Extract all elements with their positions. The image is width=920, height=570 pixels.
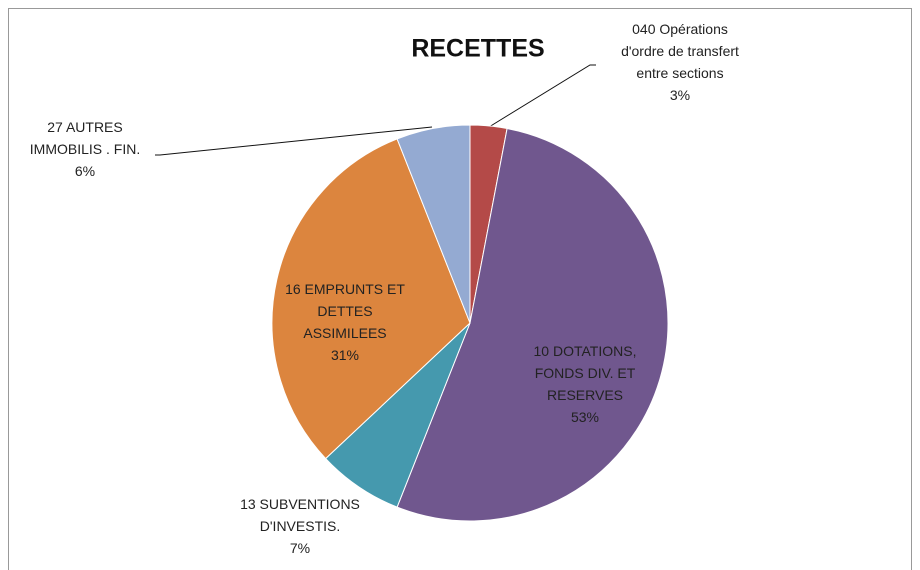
category-label: 13 SUBVENTIONS D'INVESTIS. xyxy=(240,496,360,534)
pie-slice xyxy=(271,138,471,460)
value-label: 7% xyxy=(289,540,311,556)
slice-label: 13 SUBVENTIONS D'INVESTIS. 7% xyxy=(235,493,365,559)
category-label: 16 EMPRUNTS ET DETTES ASSIMILEES xyxy=(285,281,405,341)
slice-label: 040 Opérations d'ordre de transfert entr… xyxy=(610,18,750,106)
pie-slice xyxy=(396,124,471,324)
value-label: 6% xyxy=(74,163,96,179)
leader-line xyxy=(155,126,433,156)
value-label: 31% xyxy=(330,347,360,363)
category-label: 10 DOTATIONS, FONDS DIV. ET RESERVES xyxy=(533,343,637,403)
value-label: 53% xyxy=(570,409,600,425)
chart-title: RECETTES xyxy=(411,35,544,63)
category-label: 27 AUTRES IMMOBILIS . FIN. xyxy=(29,119,141,157)
leader-line xyxy=(488,64,596,128)
slice-label: 27 AUTRES IMMOBILIS . FIN. 6% xyxy=(25,116,145,182)
pie-slice xyxy=(396,127,669,522)
slice-label: 10 DOTATIONS, FONDS DIV. ET RESERVES 53% xyxy=(523,340,648,428)
value-label: 3% xyxy=(669,87,691,103)
slice-label: 16 EMPRUNTS ET DETTES ASSIMILEES 31% xyxy=(275,278,415,366)
category-label: 040 Opérations d'ordre de transfert entr… xyxy=(621,21,739,81)
